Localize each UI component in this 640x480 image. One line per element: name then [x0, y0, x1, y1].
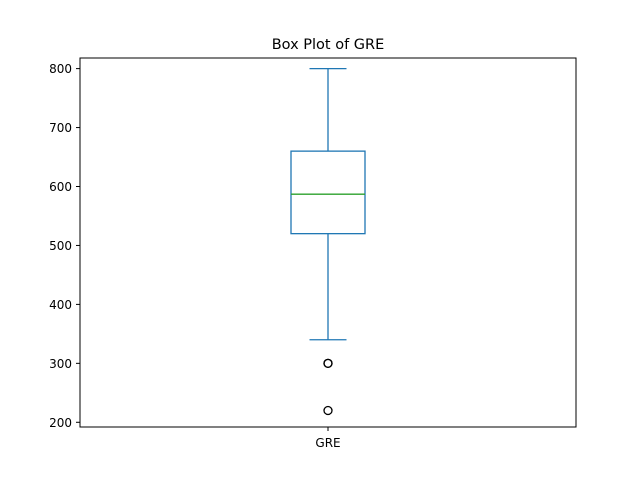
outlier-point: [323, 358, 333, 368]
y-tick-label: 400: [49, 298, 72, 312]
box-0: [290, 67, 366, 416]
box-series: [290, 67, 366, 416]
outlier-point: [323, 405, 333, 416]
iqr-box: [290, 150, 366, 235]
x-axis: GRE: [315, 427, 341, 450]
y-tick-label: 600: [49, 180, 72, 194]
y-tick-label: 200: [49, 416, 72, 430]
y-tick-label: 300: [49, 357, 72, 371]
y-tick-label: 700: [49, 121, 72, 135]
y-tick-label: 500: [49, 239, 72, 253]
chart-title: Box Plot of GRE: [272, 37, 385, 53]
y-tick-label: 800: [49, 62, 72, 76]
x-tick-label: GRE: [315, 436, 340, 450]
y-axis: 200 300 400 500 600 700 800: [49, 62, 80, 430]
